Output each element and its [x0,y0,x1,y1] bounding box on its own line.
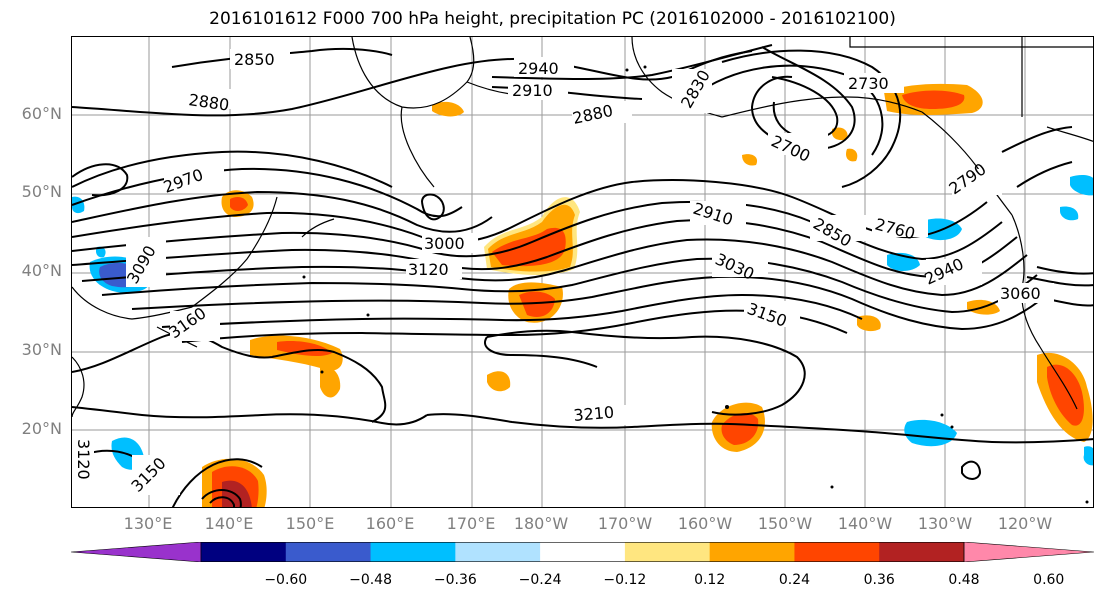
map-panel: 2850 2940 2910 2880 2830 2730 2700 2880 … [71,36,1094,508]
lon-label-130w: 130°W [917,514,973,533]
lon-label-170e: 170°E [446,514,496,533]
precip-positive-shading [202,83,1093,507]
coastlines [72,37,1093,468]
colorbar-tick-label: −0.36 [433,572,477,588]
contour-label: 3210 [573,403,615,425]
colorbar-tick-label: −0.60 [264,572,308,588]
lon-label-130e: 130°E [123,514,173,533]
colorbar-segment [455,542,541,562]
contour-label: 3120 [74,439,93,480]
colorbar-tick-label: −0.12 [603,572,647,588]
colorbar-tick-label: 0.48 [948,572,980,588]
figure-title: 2016101612 F000 700 hPa height, precipit… [209,9,896,29]
map-canvas: 2850 2940 2910 2880 2830 2730 2700 2880 … [72,37,1093,507]
contour-label: 3060 [1000,284,1041,303]
lon-label-140e: 140°E [204,514,254,533]
lat-label-50n: 50°N [21,182,62,201]
colorbar-segment [370,542,456,562]
lon-label-180w: 180°W [513,514,569,533]
colorbar-extend-low [71,542,202,562]
colorbar-extend-high [963,542,1094,562]
colorbar-segment [624,542,711,562]
colorbar-segment [285,542,372,562]
colorbar-segment [879,542,965,562]
contour-label: 2850 [234,50,275,69]
colorbar-tick-label: 0.24 [778,572,811,588]
lon-label-120w: 120°W [997,514,1053,533]
height-contours [72,44,1093,507]
lon-label-160e: 160°E [365,514,415,533]
lat-label-60n: 60°N [21,104,62,123]
contour-label: 3000 [424,234,465,253]
colorbar-tick-label: 0.36 [863,572,895,588]
lon-label-160w: 160°W [677,514,733,533]
colorbar-tick-label: 0.60 [1033,572,1065,588]
lon-label-140w: 140°W [837,514,893,533]
lat-label-30n: 30°N [21,340,62,359]
colorbar-segment [709,542,795,562]
colorbar-tick-label: 0.12 [694,572,726,588]
contour-label: 2730 [848,74,889,93]
colorbar-segment [794,542,880,562]
contour-label: 2940 [518,59,559,78]
colorbar [71,542,1094,562]
lat-label-40n: 40°N [21,261,62,280]
colorbar-tick-label: −0.24 [518,572,562,588]
colorbar-tick-label: −0.48 [349,572,392,588]
lat-label-20n: 20°N [21,419,62,438]
contour-label: 3120 [408,260,449,279]
lon-label-170w: 170°W [597,514,653,533]
lon-label-150w: 150°W [757,514,813,533]
contour-label: 2910 [512,81,553,100]
lon-label-150e: 150°E [285,514,335,533]
colorbar-segment [201,542,287,562]
colorbar-segment [540,542,626,562]
precip-negative-shading [72,174,1093,470]
